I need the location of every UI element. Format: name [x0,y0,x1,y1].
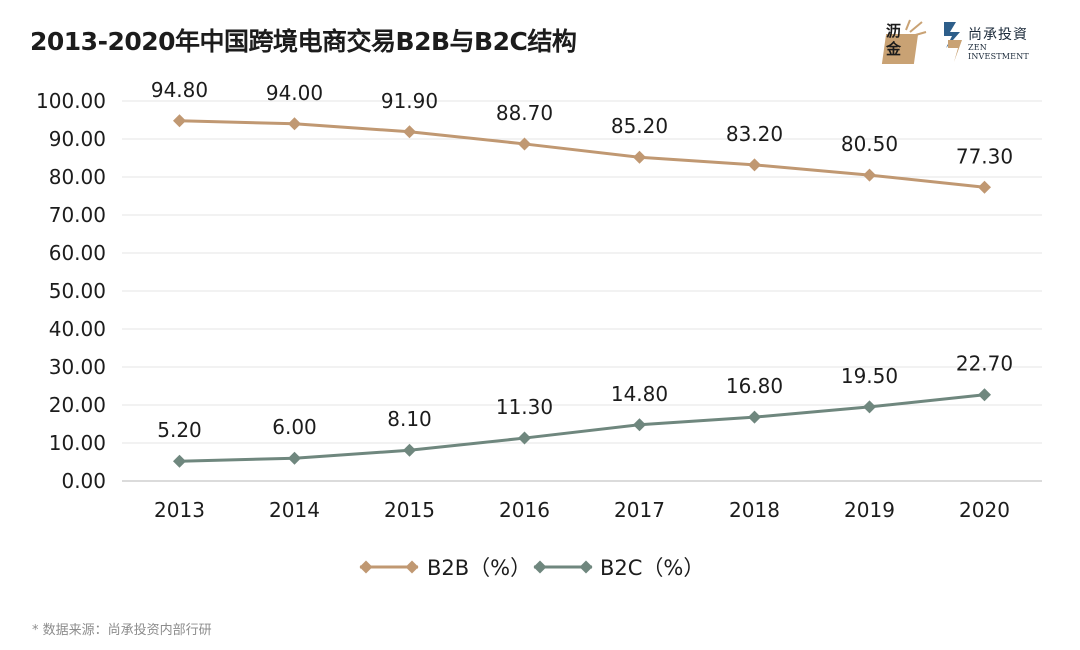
y-tick-label: 40.00 [49,317,106,341]
legend-marker [359,560,373,574]
x-tick-label: 2013 [154,498,205,522]
y-tick-label: 90.00 [49,127,106,151]
logo-cn-name: 尚承投資 [968,27,1028,43]
x-tick-label: 2017 [614,498,665,522]
data-point-marker [403,443,416,457]
logo-char-2: 金 [886,40,902,58]
data-label: 6.00 [272,415,317,439]
data-label: 16.80 [726,374,783,398]
data-label: 91.90 [381,89,438,113]
data-point-marker [863,168,876,182]
data-point-marker [863,400,876,414]
data-point-marker [403,125,416,139]
data-label: 11.30 [496,395,553,419]
data-point-marker [633,418,646,432]
logo-sparkle-icon [905,19,927,37]
x-tick-label: 2018 [729,498,780,522]
data-label: 88.70 [496,101,553,125]
data-point-marker [173,454,186,468]
y-tick-label: 100.00 [36,89,106,113]
data-label: 94.80 [151,78,208,102]
data-label: 85.20 [611,114,668,138]
y-tick-label: 60.00 [49,241,106,265]
x-tick-label: 2016 [499,498,550,522]
series-line-1 [179,393,985,463]
y-tick-label: 10.00 [49,431,106,455]
data-point-marker [978,180,991,194]
data-point-marker [633,150,646,164]
series-line-0 [179,119,985,189]
y-tick-label: 20.00 [49,393,106,417]
legend-label: B2C（%） [600,556,704,580]
y-tick-label: 0.00 [61,469,106,493]
chart-title: 2013-2020年中国跨境电商交易B2B与B2C结构 [30,27,577,56]
data-point-marker [518,137,531,151]
data-point-marker [978,388,991,402]
data-label: 14.80 [611,382,668,406]
x-tick-label: 2020 [959,498,1010,522]
legend-marker [533,560,547,574]
x-tick-label: 2019 [844,498,895,522]
legend-marker [405,560,419,574]
y-tick-label: 80.00 [49,165,106,189]
y-tick-label: 30.00 [49,355,106,379]
zen-logo-mark-icon [944,22,962,62]
legend-marker [579,560,593,574]
data-source-note: * 数据来源：尚承投资内部行研 [32,623,212,638]
y-tick-label: 70.00 [49,203,106,227]
data-label: 77.30 [956,144,1013,168]
x-tick-label: 2015 [384,498,435,522]
logo-char-1: 沥 [886,22,902,40]
data-point-marker [288,117,301,131]
x-tick-label: 2014 [269,498,320,522]
data-label: 94.00 [266,81,323,105]
liji-logo: 沥 金 [876,18,928,66]
data-label: 5.20 [157,418,202,442]
data-label: 80.50 [841,132,898,156]
data-label: 8.10 [387,407,432,431]
data-label: 22.70 [956,352,1013,376]
data-point-marker [748,410,761,424]
data-point-marker [173,114,186,128]
zen-investment-logo: 尚承投資 ZEN INVESTMENT [940,18,1050,68]
data-point-marker [748,158,761,172]
legend-label: B2B（%） [427,556,531,580]
data-label: 19.50 [841,364,898,388]
data-label: 83.20 [726,122,783,146]
y-tick-label: 50.00 [49,279,106,303]
data-point-marker [518,431,531,445]
data-point-marker [288,451,301,465]
logo-en-name: ZEN INVESTMENT [968,43,1029,61]
